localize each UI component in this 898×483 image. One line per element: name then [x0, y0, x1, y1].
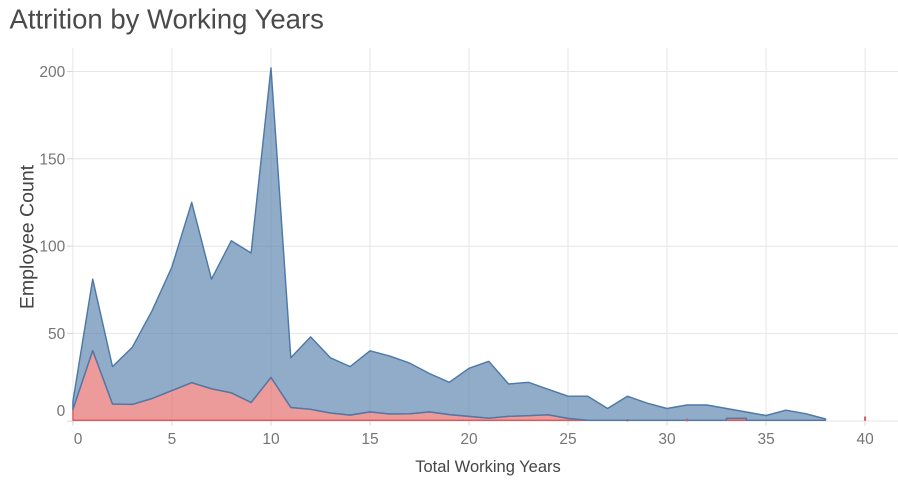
svg-text:30: 30	[658, 431, 676, 448]
svg-text:15: 15	[361, 431, 378, 448]
svg-text:Attrition by Working Years: Attrition by Working Years	[10, 3, 324, 34]
svg-text:40: 40	[856, 431, 874, 448]
svg-text:150: 150	[39, 151, 65, 168]
svg-text:100: 100	[39, 239, 65, 256]
svg-text:Total Working Years: Total Working Years	[415, 458, 561, 476]
svg-text:0: 0	[57, 403, 66, 420]
svg-text:50: 50	[48, 326, 66, 343]
svg-text:25: 25	[559, 431, 576, 448]
svg-text:Employee Count: Employee Count	[17, 164, 39, 309]
svg-text:10: 10	[262, 431, 280, 448]
svg-text:200: 200	[39, 64, 65, 81]
svg-text:20: 20	[460, 431, 478, 448]
svg-text:0: 0	[74, 431, 83, 448]
svg-text:5: 5	[168, 431, 177, 448]
svg-text:35: 35	[757, 431, 774, 448]
